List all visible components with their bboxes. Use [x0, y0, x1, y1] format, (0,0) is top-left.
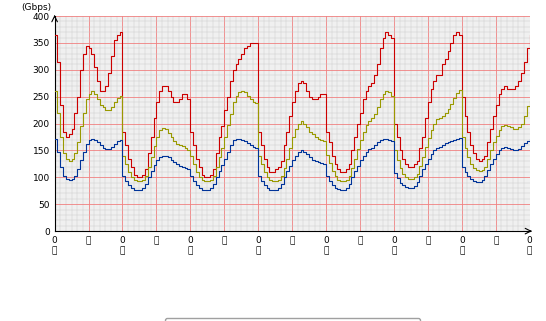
Text: (Gbps): (Gbps)	[21, 3, 51, 12]
Legend: 平成18年11月, 平成17年11月, 平成16年11月: 平成18年11月, 平成17年11月, 平成16年11月	[165, 318, 419, 321]
